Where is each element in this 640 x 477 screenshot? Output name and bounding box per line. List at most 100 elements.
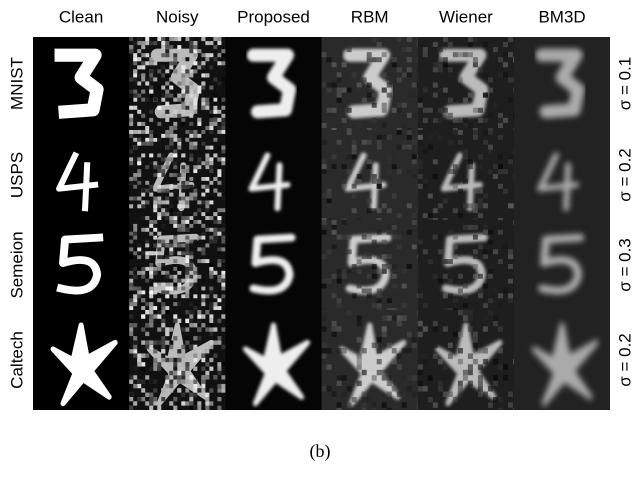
image-cell [129,37,226,131]
noise-pixel [322,159,327,164]
noise-pixel [342,269,347,274]
noise-pixel [418,174,423,179]
noise-pixel [161,98,165,102]
noise-pixel [498,408,503,413]
noise-pixel [173,336,177,340]
noise-pixel [129,349,133,353]
noise-pixel [161,41,165,45]
noise-pixel [153,251,157,255]
noise-pixel [458,288,463,293]
noise-pixel [387,298,392,303]
noise-pixel [397,392,402,397]
noise-pixel [157,232,161,236]
noise-pixel [221,150,225,154]
noise-pixel [221,61,225,65]
noise-pixel [448,259,453,264]
noise-pixel [342,375,347,380]
noise-pixel [141,271,145,275]
noise-pixel [418,159,423,164]
noise-pixel [493,288,498,293]
noise-pixel [137,110,141,114]
noise-pixel [367,235,372,240]
noise-pixel [145,401,149,405]
noise-pixel [217,37,221,41]
noise-pixel [185,37,189,41]
noise-pixel [153,243,157,247]
noise-pixel [483,315,488,320]
noise-pixel [213,45,217,49]
noise-pixel [153,236,157,240]
noise-pixel [418,98,423,103]
noise-pixel [189,397,193,401]
noise-pixel [149,110,153,114]
noise-pixel [177,397,181,401]
noise-pixel [209,323,213,327]
noise-pixel [473,343,478,348]
noise-pixel [189,157,193,161]
noise-pixel [478,67,483,72]
noise-pixel [392,359,397,364]
noise-pixel [443,62,448,67]
noise-pixel [145,228,149,232]
noise-pixel [209,161,213,165]
noise-pixel [181,393,185,397]
noise-pixel [149,302,153,306]
noise-pixel [137,41,141,45]
noise-pixel [322,284,327,289]
noise-pixel [193,98,197,102]
noise-pixel [137,271,141,275]
noise-pixel [463,98,468,103]
noise-pixel [133,81,137,85]
noise-pixel [468,381,473,386]
noise-pixel [201,224,205,228]
noise-pixel [377,419,382,424]
noise-pixel [137,247,141,251]
noise-pixel [161,189,165,193]
noise-pixel [209,275,213,279]
noise-pixel [387,315,392,320]
noise-pixel [153,204,157,208]
noise-pixel [367,208,372,213]
noise-pixel [201,232,205,236]
noise-pixel [181,173,185,177]
noise-pixel [418,332,423,337]
noise-pixel [173,181,177,185]
noise-pixel [149,251,153,255]
noise-pixel [332,326,337,331]
noise-pixel [173,134,177,138]
noise-pixel [149,224,153,228]
noise-pixel [473,249,478,254]
noise-pixel [193,102,197,106]
noise-pixel [221,388,225,392]
noise-pixel [133,98,137,102]
noise-pixel [193,169,197,173]
noise-pixel [468,353,473,358]
noise-pixel [185,90,189,94]
noise-pixel [382,370,387,375]
noise-pixel [392,57,397,62]
noise-pixel [205,243,209,247]
noise-pixel [438,359,443,364]
noise-pixel [438,381,443,386]
noise-pixel [217,336,221,340]
noise-pixel [169,240,173,244]
noise-pixel [189,406,193,410]
noise-pixel [177,37,181,41]
noise-pixel [443,392,448,397]
noise-pixel [423,359,428,364]
noise-pixel [189,302,193,306]
noise-pixel [141,61,145,65]
noise-pixel [483,93,488,98]
noise-pixel [453,169,458,174]
noise-pixel [473,130,478,135]
noise-pixel [221,114,225,118]
noise-pixel [129,287,133,291]
noise-pixel [193,61,197,65]
noise-pixel [453,397,458,402]
noise-pixel [173,126,177,130]
noise-pixel [133,384,137,388]
noise-pixel [205,41,209,45]
noise-pixel [498,303,503,308]
noise-pixel [209,98,213,102]
noise-pixel [217,271,221,275]
